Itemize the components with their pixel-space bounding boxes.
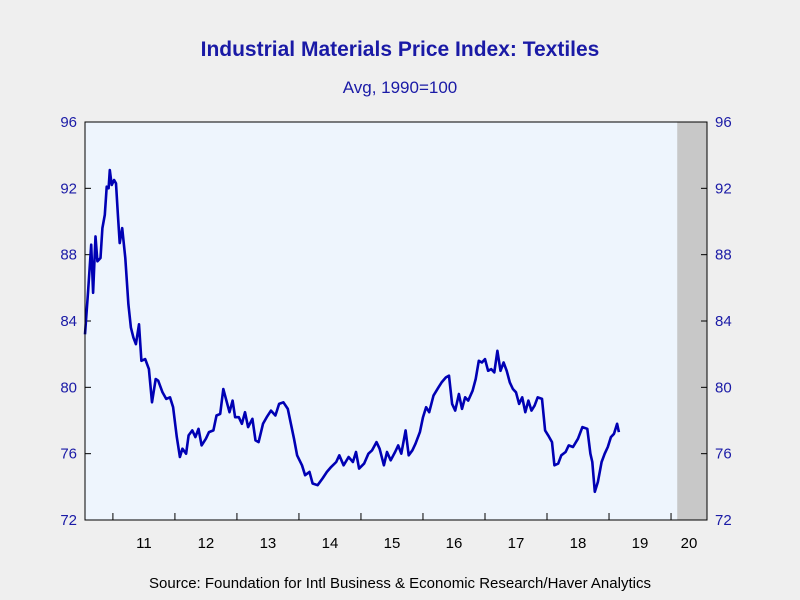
y-tick-label-left: 88 xyxy=(60,247,77,264)
y-tick-label-right: 96 xyxy=(715,114,732,131)
x-tick-label: 13 xyxy=(260,535,277,552)
y-tick-label-left: 80 xyxy=(60,379,77,396)
x-axis: 11 12 13 14 15 16 17 18 19 20 xyxy=(112,513,698,552)
x-tick-label: 20 xyxy=(681,535,698,552)
chart-subtitle: Avg, 1990=100 xyxy=(342,78,458,97)
y-tick-label-right: 88 xyxy=(715,247,732,264)
y-tick-label-left: 76 xyxy=(60,446,77,463)
x-tick-label: 16 xyxy=(446,535,463,552)
chart-source: Source: Foundation for Intl Business & E… xyxy=(149,575,651,592)
y-tick-label-right: 76 xyxy=(715,446,732,463)
y-tick-label-right: 72 xyxy=(715,512,732,529)
x-tick-label: 17 xyxy=(508,535,525,552)
x-tick-label: 15 xyxy=(384,535,401,552)
y-tick-label-left: 96 xyxy=(60,114,77,131)
plot-frame xyxy=(84,121,708,521)
y-tick-label-right: 92 xyxy=(715,180,732,197)
y-tick-label-left: 84 xyxy=(60,313,77,330)
plot-area xyxy=(85,122,707,520)
x-tick-label: 19 xyxy=(632,535,649,552)
y-tick-label-right: 80 xyxy=(715,379,732,396)
y-axis-right: 72 76 80 84 88 92 96 xyxy=(701,114,732,529)
chart-title: Industrial Materials Price Index: Textil… xyxy=(200,38,600,61)
x-tick-label: 14 xyxy=(322,535,339,552)
y-tick-label-left: 72 xyxy=(60,512,77,529)
y-tick-label-right: 84 xyxy=(715,313,732,330)
x-tick-label: 18 xyxy=(570,535,587,552)
x-tick-label: 11 xyxy=(136,535,152,552)
y-tick-label-left: 92 xyxy=(60,180,77,197)
x-tick-label: 12 xyxy=(198,535,215,552)
series-line xyxy=(83,168,621,494)
